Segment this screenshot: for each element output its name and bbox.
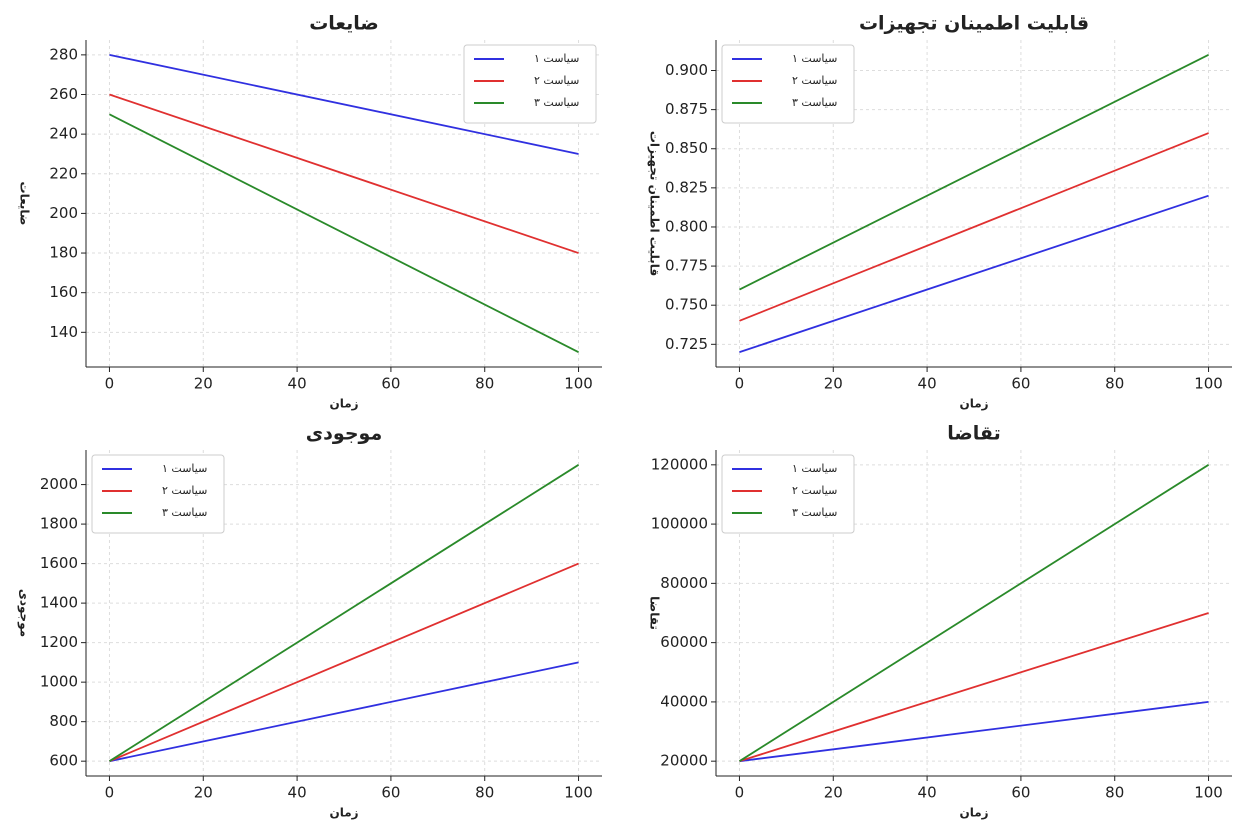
y-tick-label: 100000 (651, 515, 708, 533)
legend-label: سیاست ۲ (534, 74, 579, 87)
y-tick-label: 1000 (40, 673, 78, 691)
legend-label: سیاست ۱ (534, 52, 579, 65)
chart-title: تقاضا (947, 423, 1000, 445)
line-series (739, 196, 1208, 352)
x-tick-label: 80 (1105, 375, 1124, 393)
y-tick-label: 600 (49, 752, 78, 770)
x-tick-label: 100 (1194, 375, 1223, 393)
x-tick-label: 20 (194, 375, 213, 393)
chart-grid: 020406080100140160180200220240260280ضایع… (0, 0, 1236, 822)
y-tick-label: 0.825 (665, 178, 708, 196)
legend-label: سیاست ۳ (534, 96, 579, 109)
y-tick-label: 160 (49, 283, 78, 301)
x-tick-label: 80 (1105, 784, 1124, 802)
y-tick-label: 240 (49, 125, 78, 143)
y-tick-label: 20000 (660, 752, 708, 770)
y-tick-label: 0.875 (665, 100, 708, 118)
y-tick-label: 0.750 (665, 296, 708, 314)
legend-label: سیاست ۲ (162, 484, 207, 497)
x-tick-label: 80 (475, 784, 494, 802)
x-axis-label: زمان (959, 806, 988, 820)
y-tick-label: 220 (49, 164, 78, 182)
x-tick-label: 0 (735, 375, 745, 393)
x-tick-label: 60 (381, 784, 400, 802)
chart-title: موجودی (306, 423, 382, 445)
y-tick-label: 0.900 (665, 61, 708, 79)
subplot: 0 20 40 60 80 100 0.725 0.750 0.775 0.800 0.825 0.8… (648, 13, 1233, 411)
y-tick-label: 1600 (40, 554, 78, 572)
y-tick-label: 140 (49, 323, 78, 341)
y-tick-label: 180 (49, 244, 78, 262)
chart-title: قابلیت اطمینان تجهیزات (859, 13, 1089, 35)
y-tick-label: 200 (49, 204, 78, 222)
legend-label: سیاست ۱ (162, 462, 207, 475)
y-tick-label: 0.850 (665, 139, 708, 157)
y-axis-label: تقاضا (648, 596, 662, 630)
x-tick-label: 40 (918, 784, 937, 802)
legend-label: سیاست ۲ (792, 74, 837, 87)
x-tick-label: 0 (105, 784, 115, 802)
y-tick-label: 280 (49, 45, 78, 63)
subplot: 0 20 40 60 80 100 600 800 1000 1200 1400 1600 1800 20… (17, 423, 603, 820)
y-axis-label: موجودی (17, 589, 32, 637)
y-tick-label: 120000 (651, 455, 708, 473)
x-tick-label: 20 (194, 784, 213, 802)
line-series (109, 114, 578, 352)
x-tick-label: 60 (1011, 375, 1030, 393)
y-tick-label: 40000 (660, 692, 708, 710)
legend-label: سیاست ۱ (792, 52, 837, 65)
x-tick-label: 0 (735, 784, 745, 802)
y-tick-label: 0.775 (665, 257, 708, 275)
legend-label: سیاست ۲ (792, 484, 837, 497)
line-series (109, 564, 578, 762)
y-tick-label: 1200 (40, 633, 78, 651)
x-tick-label: 100 (564, 784, 593, 802)
y-axis-label: قابلیت اطمینان تجهیزات (648, 131, 662, 276)
y-tick-label: 2000 (40, 475, 78, 493)
x-tick-label: 40 (918, 375, 937, 393)
y-tick-label: 60000 (660, 633, 708, 651)
line-series (109, 662, 578, 761)
x-tick-label: 60 (381, 375, 400, 393)
legend-label: سیاست ۳ (162, 506, 207, 519)
y-tick-label: 260 (49, 85, 78, 103)
legend-label: سیاست ۳ (792, 506, 837, 519)
x-tick-label: 60 (1011, 784, 1030, 802)
chart-title: ضایعات (309, 13, 379, 35)
y-tick-label: 800 (49, 712, 78, 730)
x-axis-label: زمان (329, 397, 358, 411)
y-tick-label: 80000 (660, 574, 708, 592)
line-series (739, 702, 1208, 761)
subplot: 0 20 40 60 80 100 20000 40000 60000 80000 100000 12… (648, 423, 1233, 820)
legend-label: سیاست ۱ (792, 462, 837, 475)
x-axis-label: زمان (959, 397, 988, 411)
y-tick-label: 1800 (40, 515, 78, 533)
x-tick-label: 40 (288, 375, 307, 393)
x-tick-label: 0 (105, 375, 115, 393)
y-tick-label: 0.800 (665, 217, 708, 235)
legend-label: سیاست ۳ (792, 96, 837, 109)
x-tick-label: 20 (824, 784, 843, 802)
line-series (739, 613, 1208, 761)
subplot: 0 20 40 60 80 100 140 160 180 200 220 240 260 280 ضایع… (18, 13, 603, 411)
x-tick-label: 80 (475, 375, 494, 393)
x-tick-label: 100 (564, 375, 593, 393)
x-axis-label: زمان (329, 806, 358, 820)
y-tick-label: 0.725 (665, 335, 708, 353)
y-tick-label: 1400 (40, 594, 78, 612)
x-tick-label: 20 (824, 375, 843, 393)
y-axis-label: ضایعات (18, 182, 32, 226)
x-tick-label: 100 (1194, 784, 1223, 802)
x-tick-label: 40 (288, 784, 307, 802)
